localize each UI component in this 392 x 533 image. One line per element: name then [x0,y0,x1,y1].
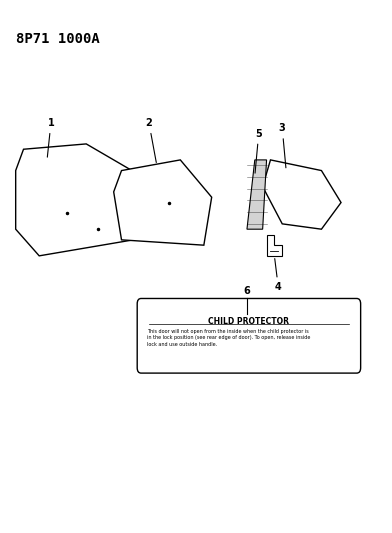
Text: 4: 4 [275,259,282,293]
Text: CHILD PROTECTOR: CHILD PROTECTOR [209,317,289,326]
Polygon shape [114,160,212,245]
Text: 6: 6 [243,286,250,296]
Polygon shape [16,144,141,256]
Text: 5: 5 [255,128,262,173]
Text: 2: 2 [145,118,156,163]
Text: 8P71 1000A: 8P71 1000A [16,32,100,46]
Polygon shape [247,160,267,229]
Polygon shape [263,160,341,229]
Text: This door will not open from the inside when the child protector is
in the lock : This door will not open from the inside … [147,329,310,347]
Text: 3: 3 [279,123,286,168]
FancyBboxPatch shape [137,298,361,373]
Text: 1: 1 [47,118,54,157]
Polygon shape [267,235,282,256]
